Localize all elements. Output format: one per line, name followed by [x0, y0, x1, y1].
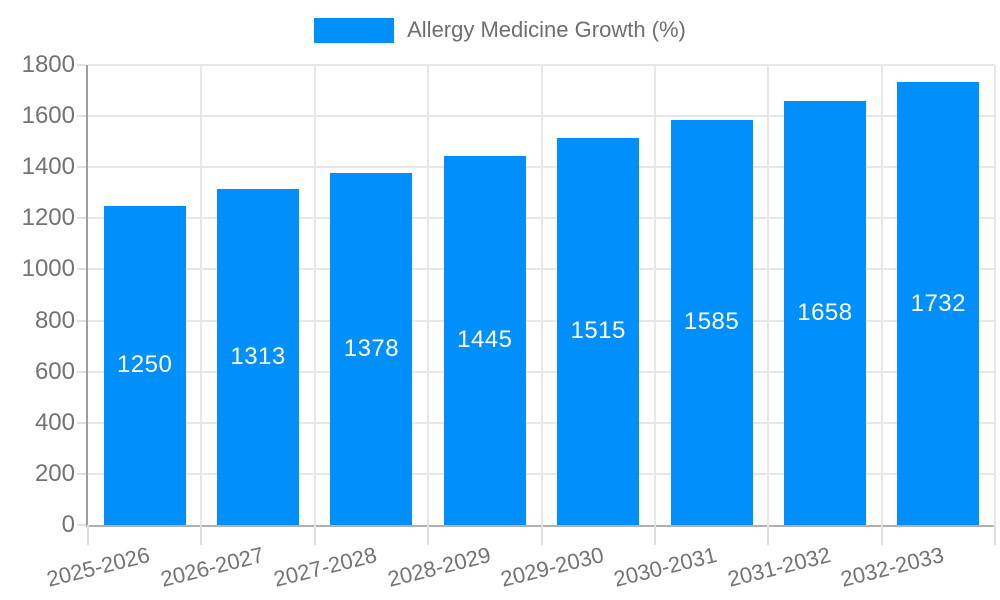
v-gridline	[313, 65, 316, 525]
y-tick-label: 200	[34, 459, 75, 487]
bar: 1313	[217, 189, 300, 525]
bar-value-label: 1378	[343, 334, 400, 362]
x-tick-label: 2026-2027	[157, 542, 267, 592]
bar-value-label: 1585	[683, 308, 740, 336]
y-tick-label: 1400	[21, 153, 75, 181]
v-gridline	[767, 65, 770, 525]
bar: 1515	[557, 137, 640, 525]
bar-value-label: 1445	[457, 326, 513, 354]
y-axis-tick	[77, 115, 86, 118]
legend-label: Allergy Medicine Growth (%)	[407, 17, 686, 42]
x-axis-tick	[87, 525, 89, 545]
bar: 1445	[443, 155, 526, 525]
y-axis-tick	[77, 472, 86, 475]
y-axis-tick	[77, 370, 86, 373]
chart-legend: Allergy Medicine Growth (%)	[0, 17, 1000, 43]
y-tick-label: 1200	[21, 204, 75, 232]
x-axis-tick	[880, 525, 883, 545]
bar: 1378	[330, 172, 413, 525]
y-tick-label: 400	[34, 408, 75, 436]
bar-value-label: 1515	[570, 317, 626, 345]
v-gridline	[880, 65, 883, 525]
x-axis-tick	[427, 525, 430, 545]
bar-value-label: 1732	[910, 289, 966, 317]
plot-area: 0 200 400 600 800 1000 1200 1400 1600 1800 2025-20…	[22, 51, 996, 592]
x-tick-label: 2025-2026	[44, 542, 153, 592]
bar: 1732	[897, 82, 980, 525]
y-tick-label: 1000	[21, 255, 75, 283]
y-axis-tick	[77, 268, 86, 271]
x-tick-label: 2030-2031	[611, 542, 720, 592]
y-axis-line	[86, 65, 88, 527]
x-axis-tick	[540, 525, 543, 545]
x-axis-tick	[313, 525, 316, 545]
x-tick-label: 2032-2033	[838, 542, 947, 592]
legend-swatch	[314, 17, 395, 43]
y-axis-tick	[77, 524, 86, 526]
y-axis-tick	[77, 421, 86, 424]
y-axis-tick	[77, 166, 86, 169]
y-tick-label: 800	[34, 306, 75, 334]
x-axis-tick	[767, 525, 770, 545]
v-gridline	[540, 65, 543, 525]
v-gridline	[653, 65, 656, 525]
y-axis-tick	[77, 319, 86, 322]
y-axis-tick	[77, 64, 86, 66]
x-tick-label: 2028-2029	[384, 542, 493, 592]
bar: 1250	[103, 205, 186, 525]
v-gridline	[200, 65, 203, 525]
bar: 1585	[670, 119, 753, 525]
bar-value-label: 1658	[797, 299, 853, 327]
y-tick-label: 600	[34, 357, 75, 385]
v-gridline	[994, 65, 996, 525]
v-gridline	[427, 65, 430, 525]
x-tick-label: 2031-2032	[724, 542, 833, 592]
bar-value-label: 1250	[116, 351, 173, 379]
y-tick-label: 1800	[21, 51, 75, 78]
bar: 1658	[783, 101, 866, 525]
x-tick-label: 2027-2028	[271, 542, 380, 592]
x-axis-tick	[994, 525, 996, 545]
y-tick-label: 1600	[21, 102, 75, 130]
y-tick-label: 0	[61, 511, 75, 538]
x-axis-tick	[200, 525, 203, 545]
x-axis-tick	[653, 525, 656, 545]
x-tick-label: 2029-2030	[498, 542, 607, 592]
y-axis-tick	[77, 217, 86, 220]
bar-value-label: 1313	[230, 343, 286, 371]
